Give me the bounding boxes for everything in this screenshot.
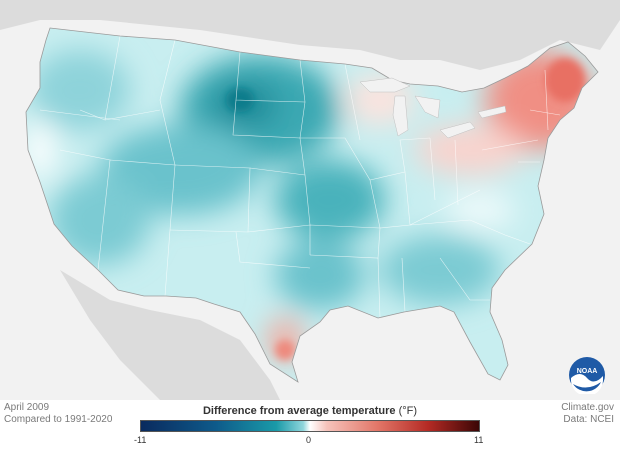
credit-label: Climate.gov	[561, 402, 614, 413]
data-source-label: Data: NCEI	[563, 414, 614, 425]
temperature-anomaly-map	[0, 0, 620, 400]
color-scale-bar	[140, 420, 480, 432]
noaa-logo: NOAA	[569, 357, 605, 394]
scale-min-label: -11	[134, 435, 147, 445]
noaa-logo-text: NOAA	[577, 368, 598, 375]
scale-mid-label: 0	[306, 435, 312, 445]
anomaly-field	[26, 28, 598, 382]
legend-title-text: Difference from average temperature	[202, 405, 396, 417]
legend-title: Difference from average temperature (°F)	[140, 405, 480, 417]
baseline-label: Compared to 1991-2020	[4, 414, 113, 425]
date-label: April 2009	[4, 402, 50, 413]
scale-max-label: 11	[474, 435, 484, 445]
legend-unit: (°F)	[398, 405, 418, 417]
